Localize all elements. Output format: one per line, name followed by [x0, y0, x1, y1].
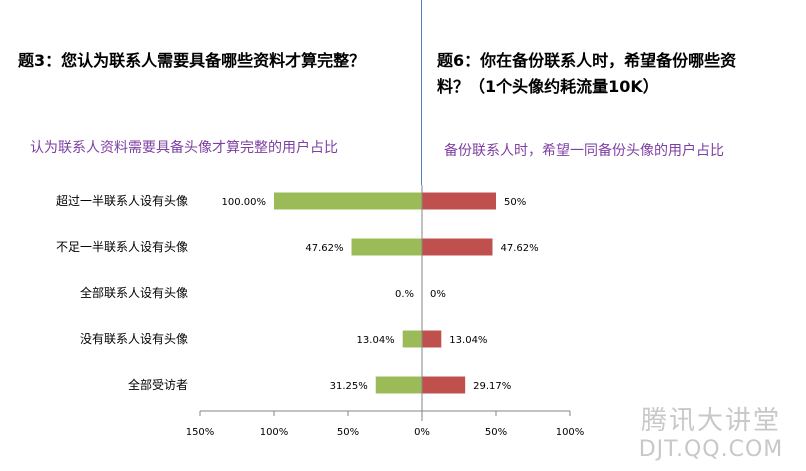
bar-right: [422, 192, 496, 210]
x-tick-label: 100%: [260, 427, 289, 438]
data-label-left: 31.25%: [330, 381, 368, 392]
x-tick-label: 150%: [186, 427, 215, 438]
data-label-right: 29.17%: [473, 381, 511, 392]
category-label: 超过一半联系人设有头像: [56, 193, 188, 208]
bar-left: [402, 330, 422, 348]
watermark: 腾讯大讲堂 DJT.QQ.COM: [626, 405, 796, 463]
data-label-left: 47.62%: [305, 243, 343, 254]
bar-left: [375, 376, 422, 394]
category-label: 没有联系人设有头像: [80, 331, 188, 346]
data-label-left: 0.%: [395, 289, 414, 300]
x-tick-label: 0%: [414, 427, 430, 438]
data-label-left: 13.04%: [357, 335, 395, 346]
x-tick-label: 50%: [485, 427, 507, 438]
right-question-line2: 料？（1个头像约耗流量10K）: [437, 77, 659, 96]
watermark-en: DJT.QQ.COM: [638, 437, 784, 462]
panel-divider: [421, 0, 422, 185]
right-question-line1: 题6：你在备份联系人时，希望备份哪些资: [437, 51, 737, 70]
data-label-right: 50%: [504, 197, 526, 208]
bar-right: [422, 330, 442, 348]
right-chart-subtitle: 备份联系人时，希望一同备份头像的用户占比: [444, 143, 724, 159]
data-label-right: 0%: [430, 289, 446, 300]
data-label-left: 100.00%: [222, 197, 267, 208]
x-tick-label: 50%: [337, 427, 359, 438]
x-tick-label: 100%: [556, 427, 585, 438]
category-label: 不足一半联系人设有头像: [56, 240, 188, 254]
data-label-right: 47.62%: [500, 243, 538, 254]
right-question-title: 题6：你在备份联系人时，希望备份哪些资 料？（1个头像约耗流量10K）: [437, 48, 806, 100]
category-label: 全部受访者: [128, 377, 188, 392]
left-question-title: 题3：您认为联系人需要具备哪些资料才算完整？: [18, 51, 366, 70]
bar-left: [351, 238, 422, 256]
left-chart-subtitle: 认为联系人资料需要具备头像才算完整的用户占比: [30, 140, 338, 156]
data-label-right: 13.04%: [449, 335, 487, 346]
bar-right: [422, 376, 466, 394]
category-label: 全部联系人设有头像: [80, 285, 188, 300]
bar-right: [422, 238, 493, 256]
watermark-cn: 腾讯大讲堂: [640, 406, 781, 436]
bar-left: [274, 192, 422, 210]
